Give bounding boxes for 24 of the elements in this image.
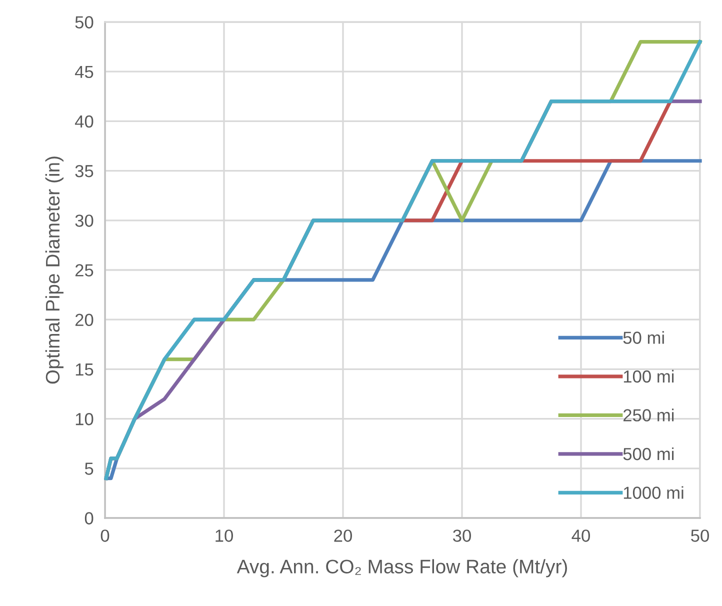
legend-label: 50 mi	[623, 331, 664, 344]
legend-label: 500 mi	[623, 447, 674, 460]
x-tick-label: 10	[216, 530, 233, 542]
y-tick-label: 25	[75, 264, 94, 276]
x-tick-label: 40	[572, 530, 590, 542]
y-tick-label: 20	[75, 314, 94, 326]
x-axis-title: Avg. Ann. CO₂ Mass Flow Rate (Mt/yr)	[236, 559, 567, 578]
x-tick-label: 50	[691, 530, 709, 542]
x-tick-label: 30	[453, 530, 471, 542]
y-tick-label: 45	[74, 66, 94, 78]
y-tick-label: 30	[75, 214, 94, 227]
y-tick-label: 0	[84, 512, 94, 524]
legend-label: 250 mi	[623, 408, 674, 422]
legend-label: 1000 mi	[624, 486, 684, 499]
x-tick-label: 20	[334, 530, 352, 542]
y-axis-title: Optimal Pipe Diameter (in)	[45, 156, 64, 384]
y-tick-label: 15	[76, 364, 94, 376]
x-tick-label: 0	[100, 530, 110, 542]
legend-label: 100 mi	[624, 370, 674, 383]
y-tick-label: 35	[75, 164, 94, 178]
y-tick-label: 10	[76, 412, 94, 426]
y-tick-label: 40	[74, 115, 94, 128]
y-tick-label: 50	[75, 16, 94, 28]
y-tick-label: 5	[84, 462, 94, 475]
